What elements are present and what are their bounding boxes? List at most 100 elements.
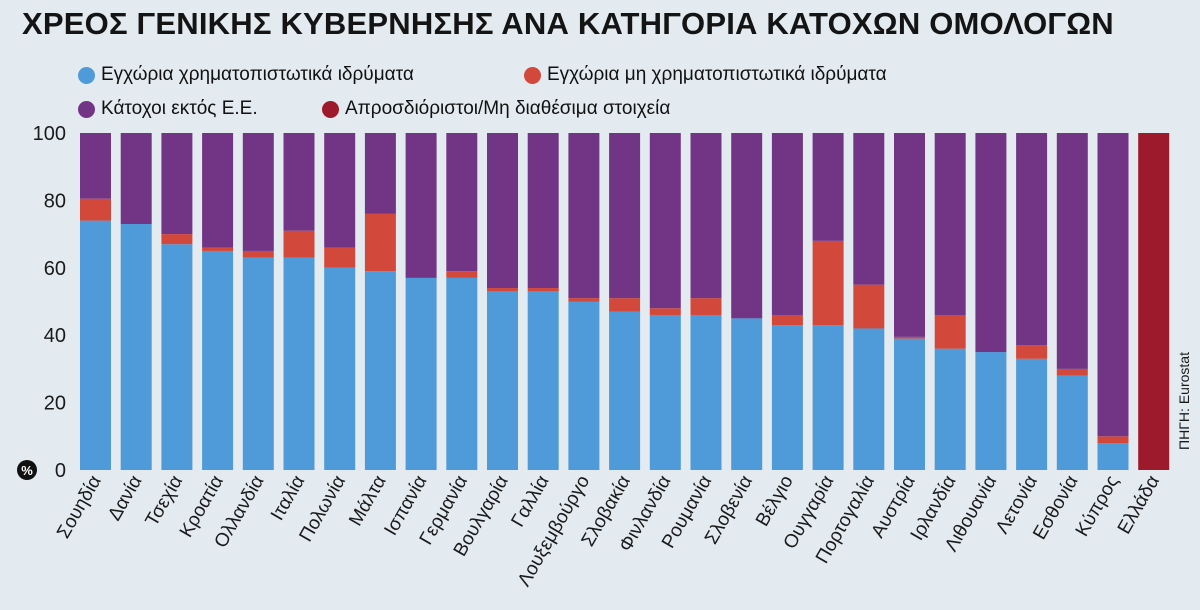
bar-segment-0 — [771, 325, 803, 470]
bar-segment-1 — [242, 250, 274, 258]
bar-segment-2 — [242, 133, 274, 251]
bar-segment-2 — [283, 133, 315, 231]
bar-segment-0 — [975, 352, 1007, 470]
chart-title: ΧΡΕΟΣ ΓΕΝΙΚΗΣ ΚΥΒΕΡΝΗΣΗΣ ΑΝΑ ΚΑΤΗΓΟΡΙΑ Κ… — [22, 6, 1114, 41]
bar-segment-0 — [690, 314, 722, 470]
bar-segment-3 — [1138, 133, 1170, 470]
legend-item-non-eu-holders: Κάτοχοι εκτός Ε.Ε. — [78, 98, 258, 120]
bar-segment-2 — [1097, 133, 1129, 437]
bar-segment-1 — [568, 298, 600, 302]
y-tick-label: 20 — [44, 393, 66, 415]
bar-segment-0 — [1056, 375, 1088, 470]
bar-segment-2 — [1016, 133, 1048, 346]
bar-segment-0 — [405, 277, 437, 470]
bar-segment-0 — [283, 257, 315, 470]
bar-segment-2 — [771, 133, 803, 315]
bar-segment-2 — [568, 133, 600, 299]
bar-segment-0 — [1016, 358, 1048, 470]
bar-segment-2 — [1056, 133, 1088, 369]
bar-segment-1 — [649, 308, 681, 315]
legend-swatch — [322, 100, 339, 118]
source-note: ΠΗΓΗ: Eurostat — [1176, 352, 1192, 450]
bar-segment-0 — [487, 291, 518, 470]
legend-label: Εγχώρια χρηματοπιστωτικά ιδρύματα — [101, 64, 414, 85]
bar-segment-2 — [202, 133, 234, 248]
bar-segment-1 — [161, 234, 193, 245]
bar-segment-1 — [812, 240, 844, 326]
bar-segment-1 — [609, 298, 641, 312]
bar-segment-0 — [731, 318, 763, 470]
y-tick-label: 100 — [33, 123, 66, 145]
bar-segment-1 — [283, 230, 315, 258]
bar-segment-2 — [446, 133, 478, 272]
bar-segment-1 — [202, 247, 234, 251]
bar-segment-0 — [202, 250, 234, 470]
bar-segment-0 — [1097, 443, 1129, 470]
legend-label: Εγχώρια μη χρηματοπιστωτικά ιδρύματα — [547, 64, 887, 85]
bar-segment-0 — [894, 338, 925, 470]
bar-segment-0 — [324, 267, 356, 470]
bar-segment-2 — [405, 133, 437, 278]
legend-item-domestic-nonfinancial: Εγχώρια μη χρηματοπιστωτικά ιδρύματα — [524, 64, 887, 86]
bar-segment-2 — [934, 133, 966, 315]
bar-segment-1 — [446, 271, 478, 278]
bar-segment-2 — [649, 133, 681, 309]
bar-segment-0 — [527, 291, 559, 470]
percent-unit-label: % — [21, 463, 33, 478]
bar-segment-2 — [975, 133, 1007, 353]
legend-swatch — [78, 100, 95, 118]
bar-segment-2 — [120, 133, 152, 224]
bar-segment-1 — [1016, 345, 1048, 359]
bar-segment-2 — [609, 133, 641, 299]
bar-segment-0 — [609, 311, 641, 470]
bar-segment-1 — [1056, 368, 1088, 376]
bar-segment-0 — [80, 220, 111, 470]
bar-segment-0 — [242, 257, 274, 470]
percent-badge — [17, 460, 37, 480]
bar-segment-1 — [364, 213, 396, 272]
bar-segment-0 — [812, 325, 844, 470]
legend-label: Κάτοχοι εκτός Ε.Ε. — [101, 98, 258, 119]
bar-segment-2 — [324, 133, 356, 248]
legend-item-unspecified: Απροσδιόριστοι/Μη διαθέσιμα στοιχεία — [322, 98, 670, 120]
bar-segment-1 — [771, 314, 803, 326]
bar-segment-2 — [812, 133, 844, 241]
bar-segment-2 — [527, 133, 559, 289]
y-tick-label: 40 — [44, 325, 66, 347]
bar-segment-1 — [690, 298, 722, 315]
bar-segment-0 — [568, 301, 600, 470]
bar-segment-1 — [80, 198, 111, 221]
bar-segment-0 — [364, 271, 396, 470]
bar-segment-0 — [934, 348, 966, 470]
legend-label: Απροσδιόριστοι/Μη διαθέσιμα στοιχεία — [345, 98, 671, 119]
bar-segment-2 — [161, 133, 193, 235]
bar-segment-1 — [934, 314, 966, 349]
y-tick-label: 60 — [44, 258, 66, 280]
legend-swatch — [78, 66, 95, 84]
bar-segment-1 — [324, 247, 356, 268]
bar-segment-0 — [649, 314, 681, 470]
bar-segment-2 — [487, 133, 518, 289]
category-label: Σουηδία — [53, 472, 106, 542]
y-tick-label: 80 — [44, 190, 66, 212]
bar-segment-2 — [690, 133, 722, 299]
bar-segment-2 — [731, 133, 763, 319]
bar-segment-1 — [487, 288, 518, 292]
bar-segment-1 — [894, 336, 925, 339]
category-label: Δανία — [104, 472, 146, 524]
bar-segment-0 — [446, 277, 478, 470]
bar-segment-2 — [894, 133, 925, 337]
legend-swatch — [524, 66, 541, 84]
bar-segment-0 — [161, 244, 193, 470]
bar-segment-1 — [1097, 436, 1129, 444]
category-label: Ιταλία — [267, 472, 309, 524]
bar-segment-0 — [853, 328, 885, 470]
bar-segment-2 — [364, 133, 396, 214]
bar-segment-0 — [120, 223, 152, 470]
bar-segment-2 — [80, 133, 111, 199]
bar-segment-1 — [853, 284, 885, 329]
legend-item-domestic-financial: Εγχώρια χρηματοπιστωτικά ιδρύματα — [78, 64, 414, 86]
y-tick-label: 0 — [55, 460, 66, 482]
bar-segment-1 — [527, 288, 559, 292]
